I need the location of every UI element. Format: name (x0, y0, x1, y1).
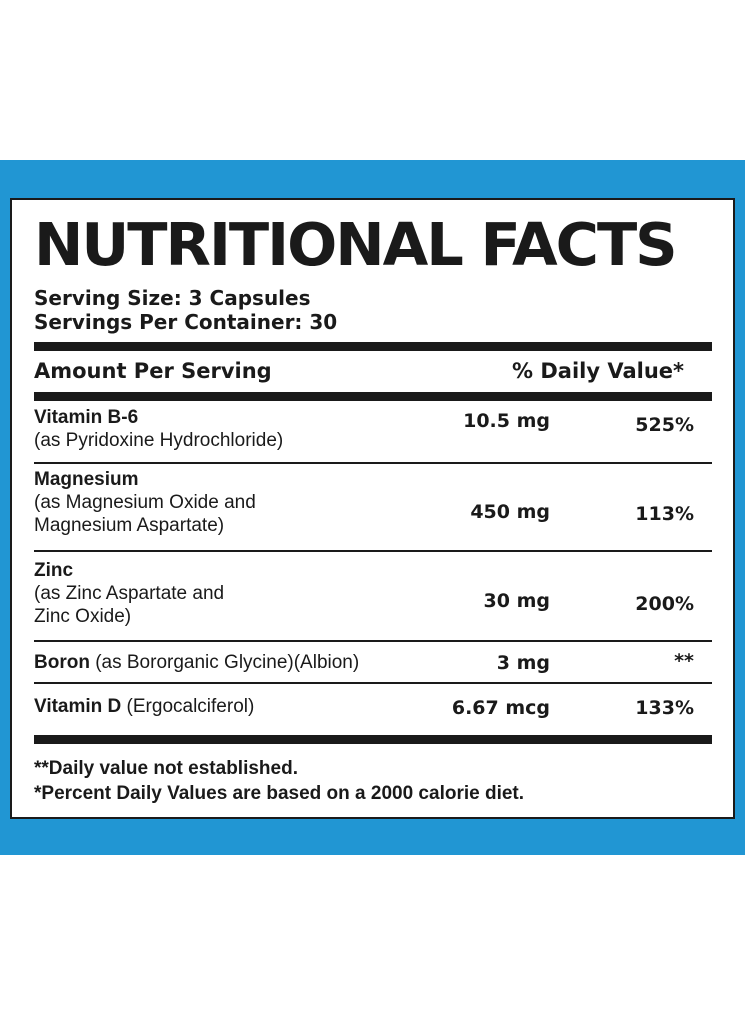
nutrient-amount: 3 mg (496, 652, 550, 674)
row-divider (34, 550, 712, 552)
divider-thick-header (34, 392, 712, 401)
nutrient-name: Vitamin B-6 (34, 407, 139, 428)
panel-title: NUTRITIONAL FACTS (34, 210, 678, 279)
nutrient-amount: 30 mg (483, 590, 550, 612)
nutrient-daily-value: 113% (635, 503, 694, 525)
nutrient-zinc: Zinc (as Zinc Aspartate and Zinc Oxide) (34, 559, 224, 628)
nutrient-daily-value: 200% (635, 593, 694, 615)
nutrient-detail: Magnesium Aspartate) (34, 515, 225, 536)
nutrient-amount: 10.5 mg (463, 410, 550, 432)
amount-per-serving-header: Amount Per Serving (34, 359, 272, 383)
nutrient-detail: (Ergocalciferol) (121, 696, 255, 717)
nutrient-name: Zinc (34, 560, 74, 581)
nutrient-daily-value: ** (674, 650, 694, 672)
nutrient-detail: Zinc Oxide) (34, 606, 132, 627)
nutrient-detail: (as Magnesium Oxide and (34, 492, 256, 513)
footnote-percent-basis: *Percent Daily Values are based on a 200… (34, 783, 525, 804)
nutrient-amount: 450 mg (470, 501, 550, 523)
servings-per-container: Servings Per Container: 30 (34, 310, 338, 334)
nutrient-vitamin-b6: Vitamin B-6 (as Pyridoxine Hydrochloride… (34, 406, 283, 452)
divider-thick-bottom (34, 735, 712, 744)
nutrient-daily-value: 525% (635, 414, 694, 436)
daily-value-header: % Daily Value* (512, 359, 684, 383)
divider-thick-top (34, 342, 712, 351)
row-divider (34, 640, 712, 642)
nutrient-detail: (as Zinc Aspartate and (34, 583, 225, 604)
nutrient-boron: Boron (as Bororganic Glycine)(Albion) (34, 651, 359, 674)
nutrient-amount: 6.67 mcg (451, 697, 550, 719)
footnote-not-established: **Daily value not established. (34, 758, 298, 779)
row-divider (34, 462, 712, 464)
nutrition-facts-panel: NUTRITIONAL FACTS Serving Size: 3 Capsul… (10, 198, 735, 819)
nutrient-name: Boron (34, 652, 90, 673)
nutrient-daily-value: 133% (635, 697, 694, 719)
nutrient-detail: (as Bororganic Glycine)(Albion) (89, 652, 360, 673)
nutrient-name: Magnesium (34, 469, 139, 490)
serving-size: Serving Size: 3 Capsules (34, 286, 311, 310)
nutrient-magnesium: Magnesium (as Magnesium Oxide and Magnes… (34, 468, 256, 537)
nutrient-name: Vitamin D (34, 696, 122, 717)
row-divider (34, 682, 712, 684)
nutrient-vitamin-d: Vitamin D (Ergocalciferol) (34, 695, 254, 718)
nutrient-detail: (as Pyridoxine Hydrochloride) (34, 430, 284, 451)
